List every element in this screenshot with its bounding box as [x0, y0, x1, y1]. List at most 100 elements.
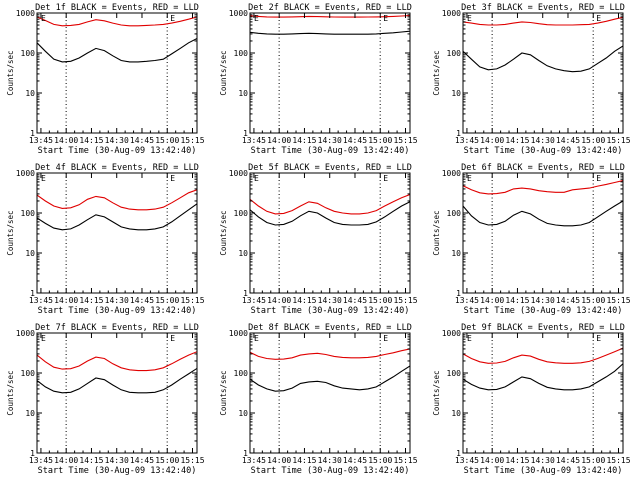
series-lld-line [463, 179, 623, 195]
x-axis-title: Start Time (30-Aug-09 13:42:40) [251, 466, 410, 476]
x-tick-label: 14:30 [318, 136, 342, 145]
x-tick-label: 15:15 [393, 296, 417, 305]
marker-label: E [383, 334, 388, 343]
plot-frame [462, 332, 624, 454]
x-tick-label: 15:00 [581, 456, 605, 465]
y-axis-title: Counts/sec [219, 370, 228, 415]
x-tick-label: 15:15 [606, 136, 630, 145]
x-tick-label: 14:00 [480, 296, 504, 305]
series-events-line [37, 38, 197, 63]
x-tick-label: 15:15 [180, 136, 204, 145]
x-tick-label: 14:45 [343, 456, 367, 465]
x-tick-label: 14:00 [54, 456, 78, 465]
x-tick-label: 14:30 [531, 296, 555, 305]
chart-title: Det 7f BLACK = Events, RED = LLD [35, 323, 199, 333]
y-tick-label: 10 [25, 409, 35, 418]
x-tick-label: 15:00 [581, 136, 605, 145]
y-tick-label: 100 [21, 209, 36, 218]
x-tick-label: 13:45 [29, 296, 53, 305]
x-tick-label: 14:45 [556, 136, 580, 145]
x-tick-label: 13:45 [29, 136, 53, 145]
y-tick-label: 1000 [16, 169, 35, 178]
y-tick-label: 10 [451, 249, 461, 258]
x-tick-label: 14:30 [531, 456, 555, 465]
marker-label: E [41, 14, 46, 23]
y-tick-label: 1 [243, 129, 248, 138]
x-tick-label: 14:15 [292, 136, 316, 145]
y-tick-label: 10 [451, 409, 461, 418]
x-tick-label: 13:45 [455, 456, 479, 465]
marker-label: E [383, 14, 388, 23]
x-tick-label: 14:15 [292, 456, 316, 465]
x-tick-label: 15:15 [180, 456, 204, 465]
x-tick-label: 13:45 [455, 136, 479, 145]
y-tick-label: 1 [243, 449, 248, 458]
y-tick-label: 10 [238, 249, 248, 258]
x-tick-label: 13:45 [242, 456, 266, 465]
x-tick-label: 14:15 [79, 456, 103, 465]
x-tick-label: 14:45 [130, 296, 154, 305]
marker-label: E [170, 174, 175, 183]
marker-label: E [254, 334, 259, 343]
x-tick-label: 14:30 [105, 456, 129, 465]
y-tick-label: 1000 [442, 9, 461, 18]
series-events-line [250, 201, 410, 226]
series-lld-line [37, 351, 197, 372]
x-tick-label: 15:15 [606, 296, 630, 305]
marker-label: E [596, 174, 601, 183]
y-tick-label: 1000 [16, 329, 35, 338]
series-events-line [37, 203, 197, 231]
x-tick-label: 14:45 [556, 456, 580, 465]
plot-frame [249, 12, 411, 134]
y-tick-label: 100 [234, 369, 249, 378]
x-tick-label: 14:00 [480, 456, 504, 465]
marker-label: E [41, 174, 46, 183]
chart-title: Det 1f BLACK = Events, RED = LLD [35, 3, 199, 13]
chart-title: Det 8f BLACK = Events, RED = LLD [248, 323, 412, 333]
x-tick-label: 15:15 [393, 456, 417, 465]
x-axis-title: Start Time (30-Aug-09 13:42:40) [251, 146, 410, 156]
x-axis-title: Start Time (30-Aug-09 13:42:40) [464, 146, 623, 156]
y-tick-label: 10 [238, 89, 248, 98]
y-axis-title: Counts/sec [6, 210, 15, 255]
y-tick-label: 1000 [229, 329, 248, 338]
x-tick-label: 14:00 [267, 136, 291, 145]
plot-frame [36, 12, 198, 134]
x-tick-label: 14:00 [54, 136, 78, 145]
marker-label: E [41, 334, 46, 343]
chart-title: Det 5f BLACK = Events, RED = LLD [248, 163, 412, 173]
chart-title: Det 2f BLACK = Events, RED = LLD [248, 3, 412, 13]
x-tick-label: 14:45 [130, 136, 154, 145]
x-axis-title: Start Time (30-Aug-09 13:42:40) [38, 466, 197, 476]
x-axis-title: Start Time (30-Aug-09 13:42:40) [251, 306, 410, 316]
y-tick-label: 1 [456, 449, 461, 458]
x-tick-label: 14:15 [292, 296, 316, 305]
x-tick-label: 14:00 [54, 296, 78, 305]
x-tick-label: 14:15 [505, 136, 529, 145]
chart-title: Det 6f BLACK = Events, RED = LLD [461, 163, 625, 173]
x-tick-label: 15:15 [606, 456, 630, 465]
y-axis-title: Counts/sec [219, 210, 228, 255]
x-tick-label: 14:30 [105, 136, 129, 145]
x-tick-label: 15:00 [155, 296, 179, 305]
y-tick-label: 100 [447, 369, 462, 378]
series-lld-line [463, 16, 623, 26]
x-tick-label: 14:00 [480, 136, 504, 145]
x-axis-title: Start Time (30-Aug-09 13:42:40) [464, 306, 623, 316]
x-axis-title: Start Time (30-Aug-09 13:42:40) [38, 306, 197, 316]
plot-frame [36, 172, 198, 294]
y-tick-label: 10 [25, 89, 35, 98]
marker-label: E [467, 14, 472, 23]
y-tick-label: 10 [238, 409, 248, 418]
series-events-line [463, 45, 623, 73]
x-tick-label: 15:00 [368, 456, 392, 465]
y-tick-label: 1 [456, 129, 461, 138]
series-lld-line [37, 189, 197, 211]
y-tick-label: 10 [25, 249, 35, 258]
